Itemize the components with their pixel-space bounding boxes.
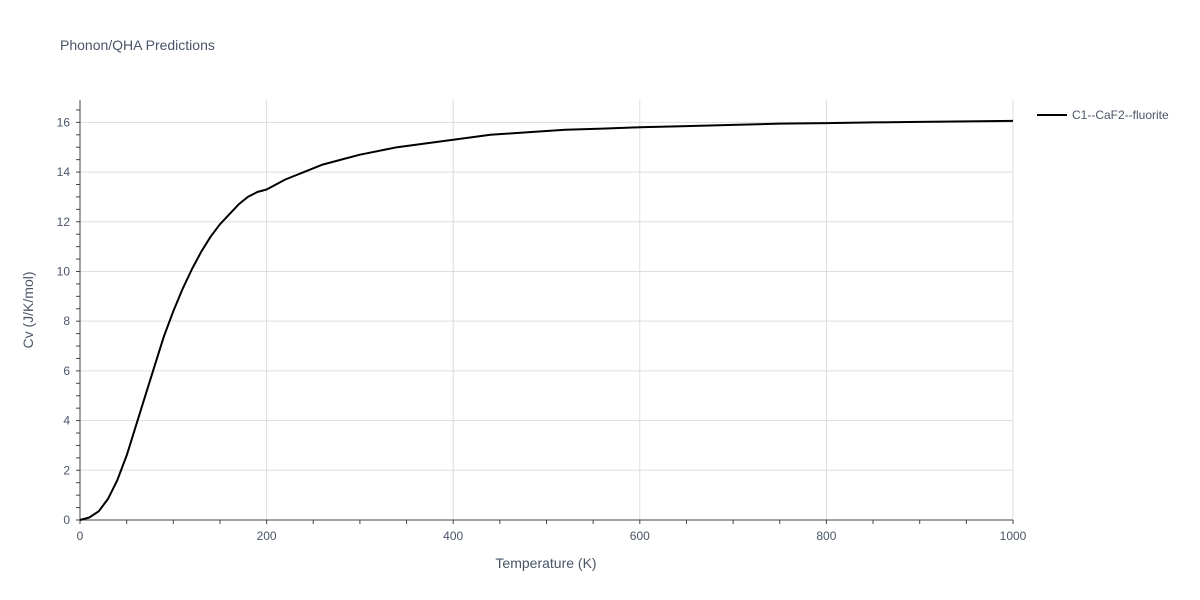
y-tick-label: 8 xyxy=(63,314,70,328)
legend-label[interactable]: C1--CaF2--fluorite xyxy=(1072,108,1169,122)
y-tick-label: 10 xyxy=(57,264,71,278)
y-axis-label: Cv (J/K/mol) xyxy=(20,272,36,349)
series-line xyxy=(79,119,1014,521)
x-tick-label: 600 xyxy=(630,529,650,543)
x-tick-label: 1000 xyxy=(1000,529,1027,543)
y-tick-label: 4 xyxy=(63,414,70,428)
y-tick-label: 12 xyxy=(57,215,71,229)
y-tick-label: 16 xyxy=(57,115,71,129)
y-tick-label: 2 xyxy=(63,463,70,477)
x-tick-label: 800 xyxy=(816,529,836,543)
chart-title: Phonon/QHA Predictions xyxy=(60,37,215,53)
x-tick-label: 200 xyxy=(257,529,277,543)
y-tick-label: 6 xyxy=(63,364,70,378)
plot-area xyxy=(79,119,1014,521)
x-tick-label: 400 xyxy=(443,529,463,543)
legend[interactable]: C1--CaF2--fluorite xyxy=(1037,108,1169,122)
x-tick-label: 0 xyxy=(77,529,84,543)
grid xyxy=(80,100,1014,520)
x-axis-label: Temperature (K) xyxy=(495,555,596,571)
y-tick-label: 14 xyxy=(57,165,71,179)
axes: 0 200 400 600 800 1000 0 2 4 6 8 10 12 14 16 xyxy=(57,100,1027,543)
y-tick-label: 0 xyxy=(63,513,70,527)
